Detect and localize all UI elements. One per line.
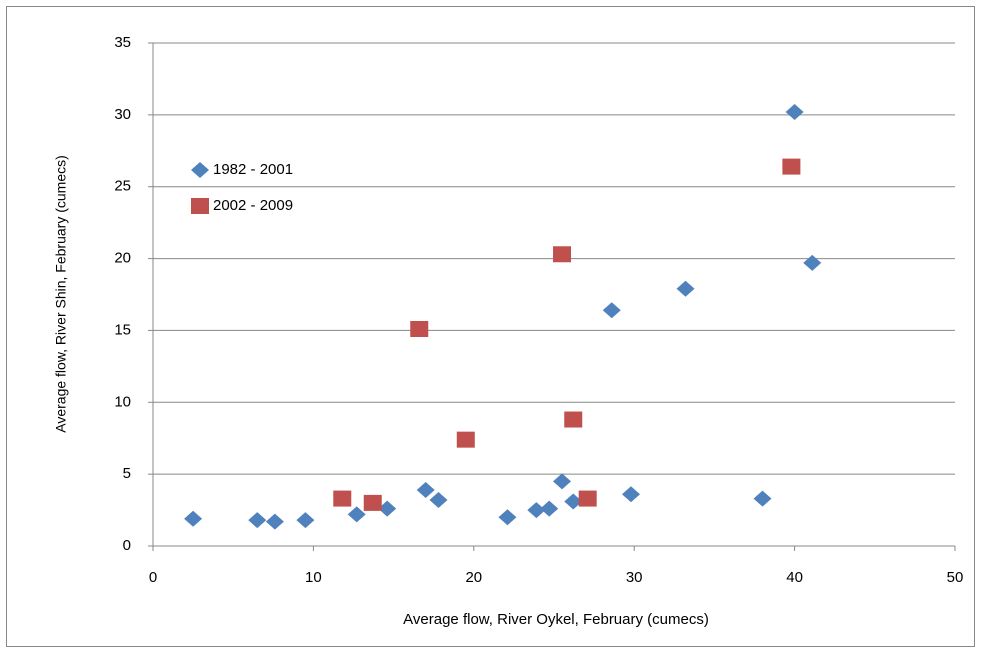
- x-tick-label: 10: [305, 569, 322, 586]
- x-tick-label: 0: [149, 569, 157, 586]
- point: [498, 509, 517, 526]
- y-tick-label: 30: [114, 106, 131, 123]
- legend-label: 1982 - 2001: [213, 161, 293, 178]
- point: [621, 486, 640, 503]
- point: [553, 246, 572, 263]
- point: [416, 481, 435, 498]
- y-tick-label: 35: [114, 34, 131, 51]
- point: [363, 494, 382, 511]
- y-tick-label: 25: [114, 178, 131, 195]
- point: [785, 103, 804, 120]
- point: [378, 500, 397, 517]
- point: [347, 506, 366, 523]
- point: [564, 411, 583, 428]
- y-tick-label: 10: [114, 393, 131, 410]
- point: [184, 510, 203, 527]
- point: [456, 431, 475, 448]
- x-axis-label: Average flow, River Oykel, February (cum…: [403, 611, 709, 628]
- point: [296, 512, 315, 529]
- y-axis-label: Average flow, River Shin, February (cume…: [53, 155, 69, 433]
- legend-marker: [191, 198, 209, 214]
- point: [782, 158, 801, 175]
- x-tick-label: 50: [947, 569, 964, 586]
- x-tick-label: 20: [465, 569, 482, 586]
- y-tick-label: 15: [114, 321, 131, 338]
- point: [564, 493, 583, 510]
- point: [410, 320, 429, 337]
- point: [578, 490, 597, 507]
- chart-frame: [6, 6, 975, 647]
- point: [527, 502, 546, 519]
- point: [265, 513, 284, 530]
- legend-label: 2002 - 2009: [213, 197, 293, 214]
- legend-marker: [191, 162, 209, 178]
- point: [676, 280, 695, 297]
- point: [753, 490, 772, 507]
- x-tick-label: 40: [786, 569, 803, 586]
- point: [429, 492, 448, 509]
- point: [803, 254, 822, 271]
- point: [540, 500, 559, 517]
- x-tick-label: 30: [626, 569, 643, 586]
- point: [333, 490, 352, 507]
- point: [602, 302, 621, 319]
- y-tick-label: 20: [114, 250, 131, 267]
- y-tick-label: 5: [123, 465, 131, 482]
- y-tick-label: 0: [123, 537, 131, 554]
- point: [248, 512, 267, 529]
- point: [553, 473, 572, 490]
